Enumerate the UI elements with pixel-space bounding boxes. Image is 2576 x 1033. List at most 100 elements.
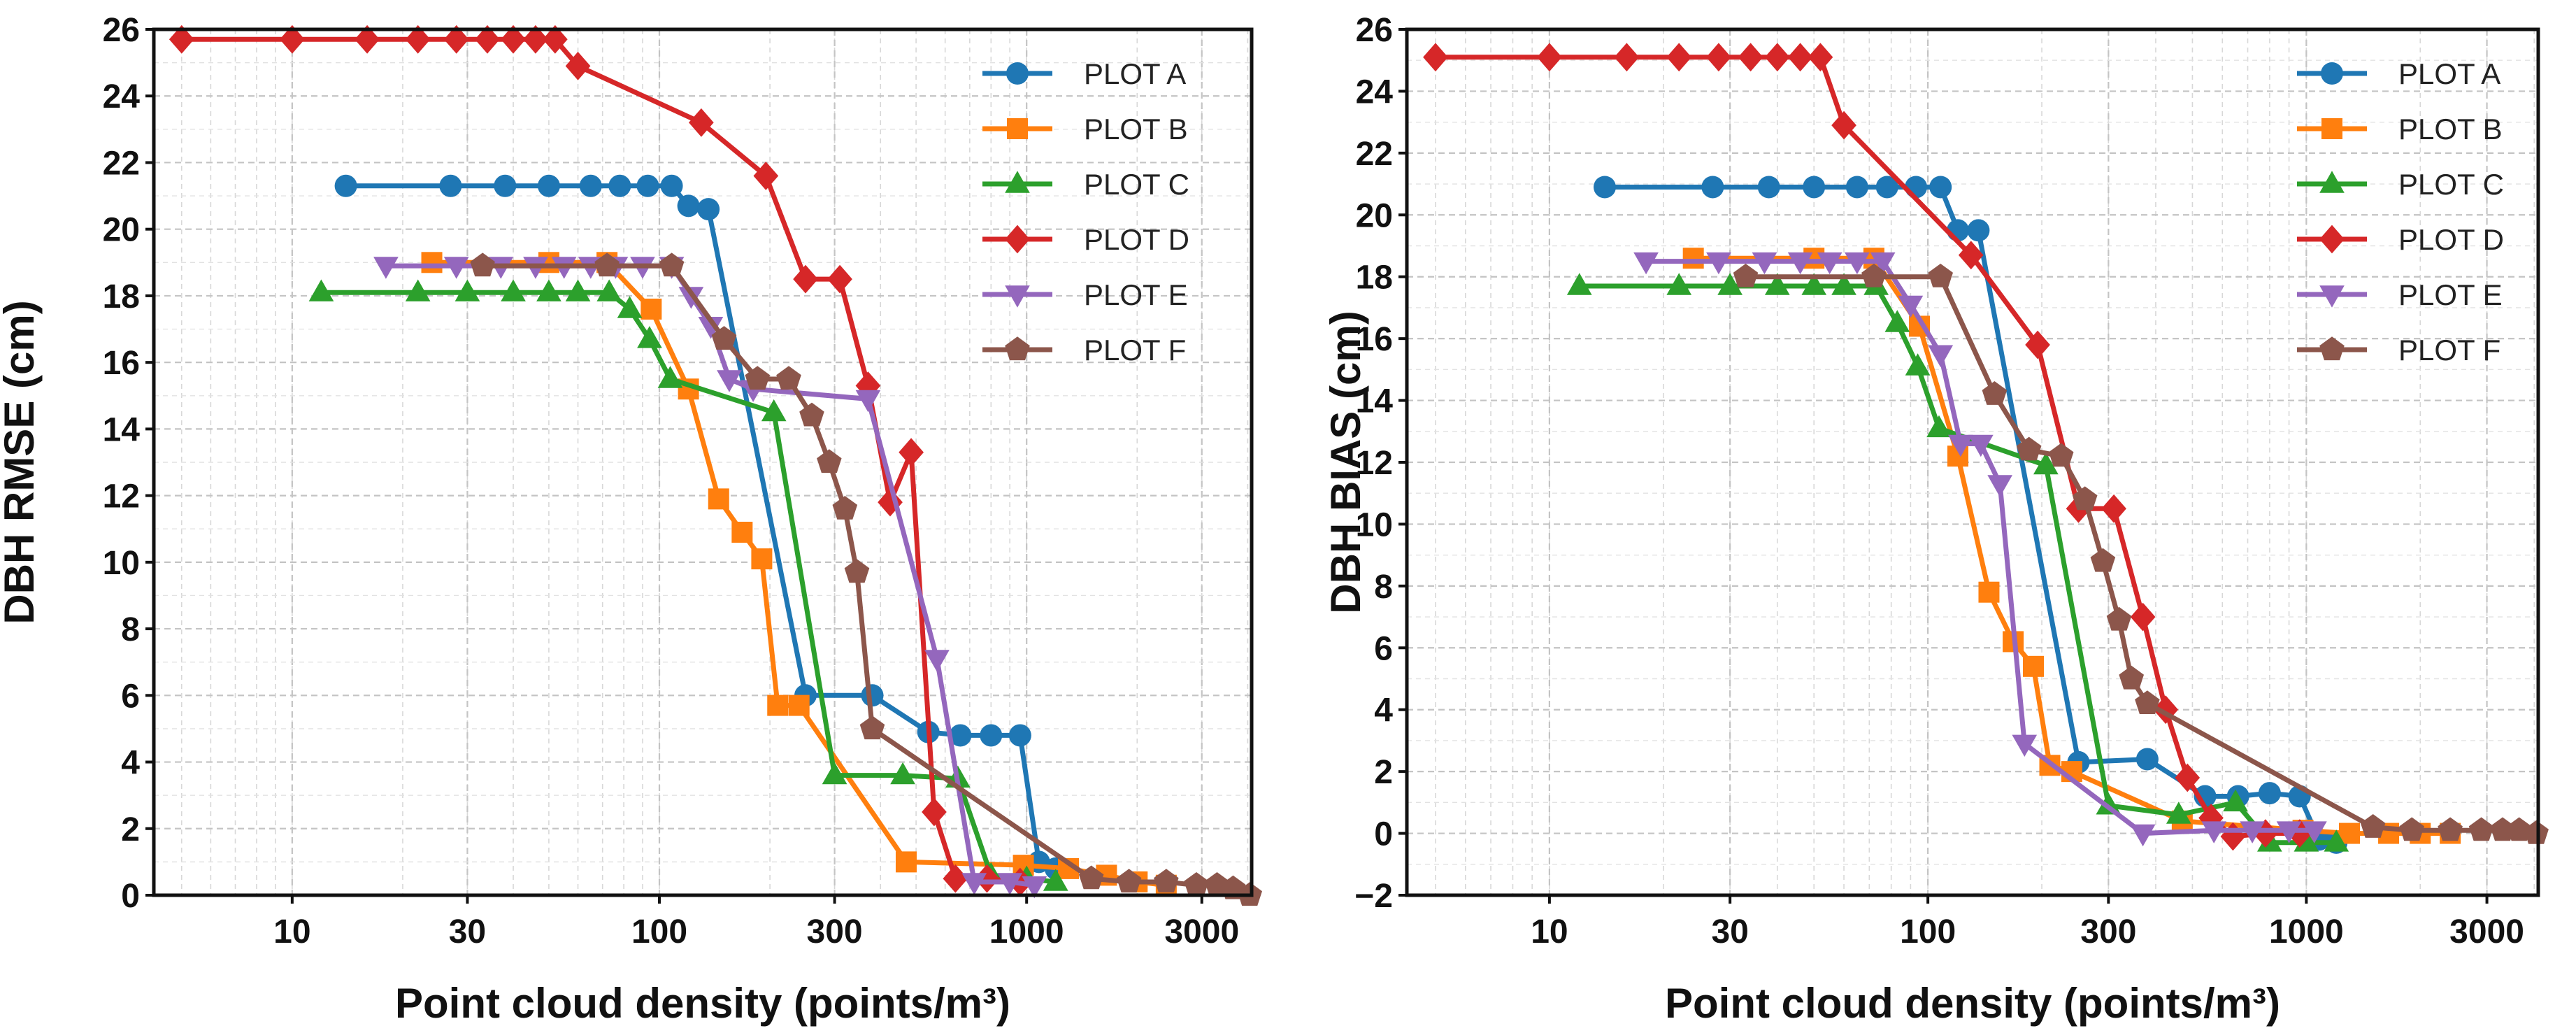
y-tick-label: 12 [1356, 445, 1393, 482]
x-tick-label: 10 [273, 913, 310, 950]
data-point [1633, 252, 1659, 275]
data-point [2166, 802, 2191, 824]
data-point [1787, 43, 1813, 72]
data-point [859, 715, 885, 740]
series-plot-c [308, 279, 1068, 891]
data-point [455, 279, 480, 301]
bias-chart-panel: 10 30 100 300 1000 3000−202468101214161820222… [1322, 12, 2549, 1027]
data-point [745, 366, 771, 390]
data-point [537, 174, 560, 197]
data-point [536, 279, 561, 301]
data-point [334, 174, 357, 197]
data-point [1845, 252, 1870, 275]
plot-frame [152, 27, 1254, 897]
data-point [2135, 690, 2160, 714]
data-point [2101, 494, 2126, 523]
data-point [1022, 876, 1047, 899]
data-point [1831, 273, 1856, 295]
data-point [1423, 43, 1448, 72]
data-point [1116, 869, 1142, 893]
data-point [708, 488, 729, 510]
data-point [637, 326, 662, 348]
y-tick-label: 10 [103, 545, 140, 582]
data-point [817, 449, 842, 473]
y-axis-label: DBH RMSE (cm) [0, 300, 43, 624]
data-point [678, 287, 704, 309]
series-plot-f [470, 252, 1262, 906]
data-point [1701, 176, 1724, 199]
data-point [1666, 43, 1692, 72]
y-tick-label: 16 [1356, 321, 1393, 358]
y-tick-label: 14 [1356, 383, 1394, 420]
x-tick-label: 10 [1531, 913, 1568, 950]
data-point [641, 298, 662, 320]
data-point [1929, 176, 1952, 199]
data-point [895, 851, 917, 873]
data-point [1008, 724, 1031, 747]
data-point [1752, 252, 1777, 275]
y-tick-label: 14 [103, 411, 141, 448]
data-point [308, 279, 334, 301]
data-point [1870, 252, 1896, 275]
data-point [1898, 295, 1924, 318]
data-point [1948, 434, 1973, 457]
data-point [2360, 814, 2386, 838]
legend-entry: PLOT D [2297, 223, 2504, 256]
data-point [475, 24, 500, 54]
rmse-chart-panel: 10 30 100 300 1000 30000246810121416182022242… [0, 12, 1262, 1027]
data-point [1184, 872, 1209, 896]
data-point [1614, 43, 1640, 72]
legend-label: PLOT D [2398, 223, 2504, 256]
legend-entry: PLOT F [982, 334, 1186, 366]
data-point [1764, 43, 1790, 72]
data-point [373, 257, 399, 279]
data-point [1967, 219, 1990, 242]
legend-marker [1005, 225, 1030, 254]
legend-entry: PLOT E [982, 278, 1188, 311]
legend-entry: PLOT A [2297, 57, 2500, 90]
data-point [899, 438, 924, 467]
data-point [565, 52, 591, 80]
data-point [2049, 443, 2074, 467]
data-point [793, 264, 818, 294]
legend-label: PLOT B [1084, 113, 1188, 145]
data-point [1666, 273, 1692, 295]
grid [1407, 29, 2538, 895]
x-axis: 10 30 100 300 1000 3000 [273, 895, 1239, 950]
grid [154, 29, 1252, 895]
y-tick-label: 4 [1374, 692, 1393, 729]
data-point [1928, 264, 1953, 287]
data-point [1738, 43, 1763, 72]
data-point [776, 366, 801, 390]
data-point [2399, 817, 2424, 841]
legend-label: PLOT F [2398, 334, 2500, 366]
data-point [980, 724, 1003, 747]
data-point [636, 174, 659, 197]
data-point [565, 279, 591, 301]
legend-label: PLOT A [1084, 57, 1186, 90]
legend-label: PLOT D [1084, 223, 1189, 256]
data-point [1861, 264, 1887, 287]
data-point [439, 174, 462, 197]
data-point [2201, 821, 2227, 843]
data-point [405, 279, 431, 301]
legend-entry: PLOT D [982, 223, 1189, 256]
y-tick-label: 18 [1356, 259, 1393, 297]
data-point [2135, 748, 2159, 771]
data-point [2119, 665, 2144, 690]
data-point [677, 194, 700, 218]
data-point [2130, 824, 2156, 847]
series-plot-e [1633, 252, 2327, 847]
data-point [1733, 264, 1759, 287]
data-point [890, 762, 915, 785]
data-point [1764, 273, 1790, 295]
data-point [2258, 782, 2281, 805]
x-tick-label: 30 [449, 913, 486, 950]
series-plot-f [1733, 264, 2549, 844]
data-point [1078, 865, 1104, 890]
series-plot-d [169, 24, 1033, 897]
data-point [731, 521, 753, 543]
series-line [181, 36, 1021, 885]
data-point [523, 24, 548, 54]
